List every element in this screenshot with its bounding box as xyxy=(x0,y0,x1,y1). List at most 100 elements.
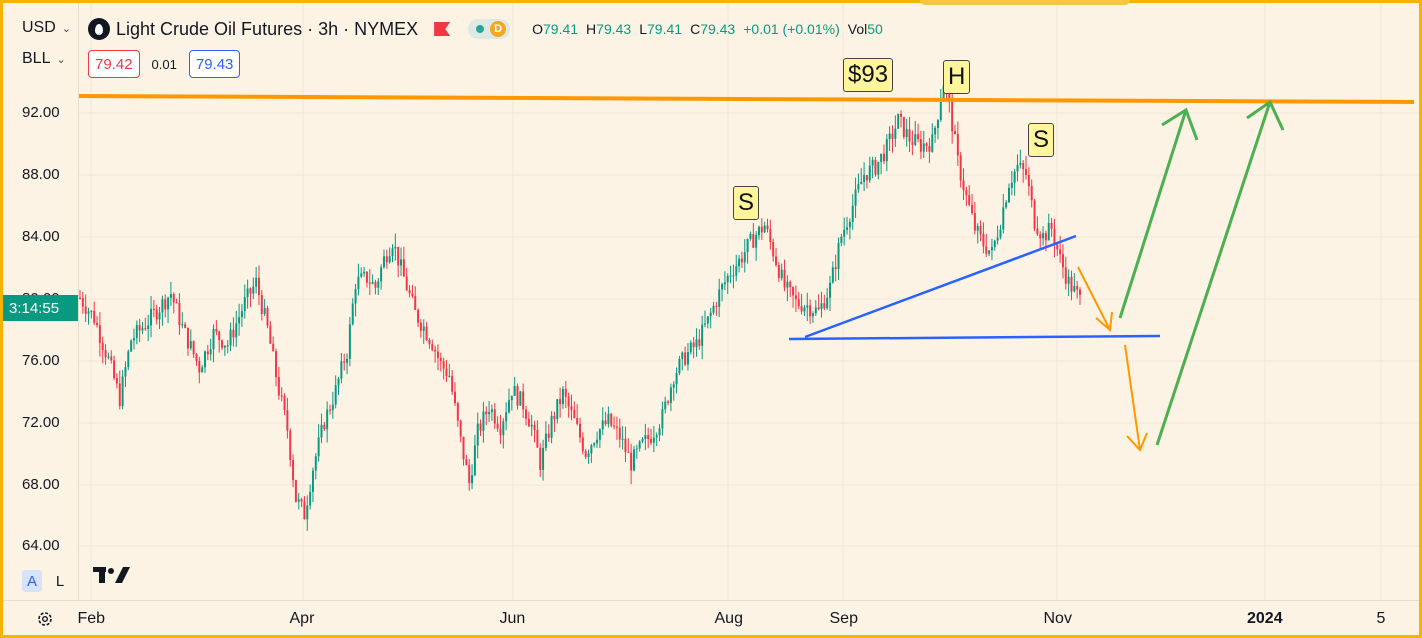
candle-body xyxy=(121,376,124,407)
candle-body xyxy=(738,258,741,267)
candle-body xyxy=(644,435,647,440)
candle-body xyxy=(601,420,604,430)
candle-body xyxy=(590,445,593,454)
candle-body xyxy=(891,133,894,139)
candle-body xyxy=(204,351,206,368)
candle-body xyxy=(320,424,323,438)
y-tick-label: 68.00 xyxy=(22,476,60,493)
candle-body xyxy=(885,139,888,162)
candle-body xyxy=(973,213,976,231)
market-status[interactable]: D xyxy=(468,19,511,39)
candle-body xyxy=(854,189,857,206)
candle-body xyxy=(1022,163,1025,170)
x-tick-label: Feb xyxy=(77,610,106,627)
candle-body xyxy=(411,293,414,297)
candle-body xyxy=(454,391,456,404)
sell-button[interactable]: 79.42 xyxy=(88,50,140,78)
candle-body xyxy=(840,236,843,243)
buy-button[interactable]: 79.43 xyxy=(188,50,241,78)
candle-body xyxy=(488,412,491,415)
candle-body xyxy=(851,205,854,222)
candle-body xyxy=(723,282,726,285)
candle-body xyxy=(434,349,437,352)
candle-body xyxy=(624,438,627,452)
candle-body xyxy=(780,269,783,279)
candle-body xyxy=(113,360,116,379)
candle-body xyxy=(346,358,349,363)
candle-body xyxy=(803,307,806,312)
candle-body xyxy=(576,417,579,424)
candle-body xyxy=(749,234,752,239)
candle-body xyxy=(911,141,914,145)
candle-body xyxy=(314,456,317,471)
candle-body xyxy=(280,395,283,397)
candle-body xyxy=(1044,233,1047,241)
candle-body xyxy=(860,181,863,185)
candle-body xyxy=(604,420,607,425)
candle-body xyxy=(468,465,471,484)
candle-body xyxy=(459,420,462,437)
x-tick-label: 2024 xyxy=(1247,610,1283,627)
unit-selector[interactable]: BLL ⌄ xyxy=(16,45,74,73)
volume: Vol50 xyxy=(847,21,883,37)
candle-body xyxy=(311,470,314,492)
candle-body xyxy=(698,339,701,346)
candle-body xyxy=(1056,244,1059,250)
currency-selector[interactable]: USD ⌄ xyxy=(16,14,74,42)
candle-body xyxy=(155,309,158,320)
flag-icon[interactable] xyxy=(434,22,451,36)
candle-body xyxy=(249,288,252,294)
candle-body xyxy=(664,401,667,410)
candle-body xyxy=(735,266,738,276)
candle-body xyxy=(428,339,431,345)
candle-body xyxy=(516,386,519,406)
down-arrow-second xyxy=(1124,344,1148,452)
candle-body xyxy=(519,391,522,406)
candle-body xyxy=(1002,207,1005,230)
candle-body xyxy=(704,323,706,325)
candle-body xyxy=(294,480,297,502)
trade-buttons: 79.42 0.01 79.43 xyxy=(88,50,241,78)
candle-body xyxy=(408,290,411,294)
candle-body xyxy=(675,373,678,385)
candle-body xyxy=(331,404,334,411)
candle-body xyxy=(610,413,613,426)
symbol-title[interactable]: Light Crude Oil Futures · 3h · NYMEX xyxy=(116,18,419,39)
auto-scale-button[interactable]: A xyxy=(22,570,42,592)
candle-body xyxy=(175,302,178,304)
candle-body xyxy=(857,184,860,190)
price-annotation: $93 xyxy=(843,58,894,92)
candle-body xyxy=(178,302,181,326)
candle-body xyxy=(882,153,885,162)
candle-body xyxy=(317,437,320,457)
candle-body xyxy=(1073,285,1076,292)
candle-body xyxy=(215,328,218,332)
candle-body xyxy=(701,324,704,346)
candle-body xyxy=(573,409,576,418)
candle-body xyxy=(996,237,999,241)
candle-body xyxy=(221,340,224,348)
candle-body xyxy=(547,433,550,438)
x-tick-label: Aug xyxy=(714,610,743,627)
chart-grid xyxy=(78,3,1419,600)
gear-icon[interactable] xyxy=(36,610,54,628)
candle-body xyxy=(829,282,831,298)
candle-body xyxy=(144,328,147,330)
oil-drop-icon xyxy=(88,18,110,40)
candle-body xyxy=(309,491,312,506)
tradingview-logo-icon[interactable] xyxy=(93,563,131,585)
candle-body xyxy=(425,326,428,340)
candle-body xyxy=(811,313,814,317)
candle-body xyxy=(692,342,695,348)
y-tick-label: 84.00 xyxy=(22,228,60,245)
candle-body xyxy=(419,322,422,331)
candle-body xyxy=(147,325,150,330)
candle-body xyxy=(158,312,161,320)
candle-body xyxy=(956,134,959,156)
resistance-line xyxy=(77,94,1415,104)
candle-body xyxy=(275,351,278,378)
candle-body xyxy=(868,165,871,181)
candle-body xyxy=(365,271,368,283)
log-scale-button[interactable]: L xyxy=(55,572,65,590)
